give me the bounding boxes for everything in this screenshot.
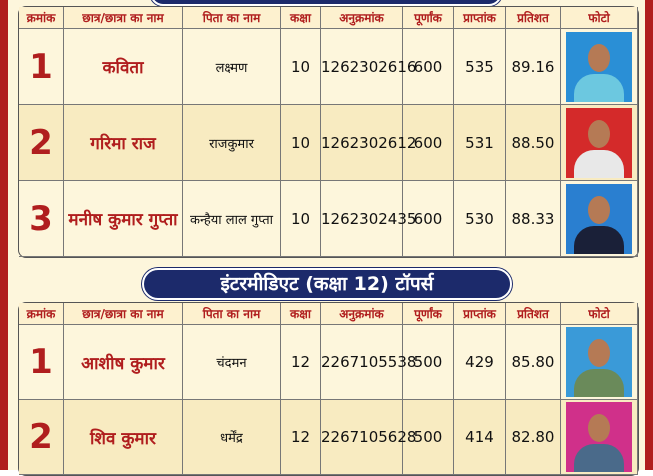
column-header: प्राप्तांक	[454, 303, 506, 325]
cell-roll: 2267105538	[321, 325, 416, 400]
cell-photo	[561, 29, 638, 105]
column-header: पूर्णांक	[403, 7, 454, 29]
cell-roll: 1262302616	[321, 29, 416, 105]
table-row: 2 गरिमा राज राजकुमार 10 1262302612 600 531 88.5…	[19, 105, 638, 181]
cell-class: 12	[281, 400, 321, 475]
column-header: पूर्णांक	[403, 303, 454, 325]
cell-obtained: 414	[454, 400, 506, 475]
student-photo	[566, 31, 632, 102]
cell-percent: 88.50	[506, 105, 561, 181]
cell-rank: 1	[19, 325, 64, 400]
column-header: कक्षा	[281, 7, 321, 29]
table-row: 1 आशीष कुमार चंदमन 12 2267105538 500 429 85.80	[19, 325, 638, 400]
cell-name: आशीष कुमार	[64, 325, 183, 400]
class12-toppers-table: क्रमांक छात्र/छात्रा का नाम पिता का नाम कक्…	[18, 302, 639, 476]
cell-class: 10	[281, 29, 321, 105]
cell-roll: 1262302435	[321, 181, 416, 257]
class10-toppers-table: क्रमांक छात्र/छात्रा का नाम पिता का नाम कक्…	[18, 6, 639, 258]
cell-obtained: 531	[454, 105, 506, 181]
cell-max: 500	[403, 325, 454, 400]
cell-photo	[561, 325, 638, 400]
student-photo	[566, 402, 632, 472]
cell-max: 600	[403, 181, 454, 257]
student-photo	[566, 183, 632, 254]
cell-class: 10	[281, 105, 321, 181]
header-row: क्रमांक छात्र/छात्रा का नाम पिता का नाम कक्…	[19, 7, 638, 29]
column-header: छात्र/छात्रा का नाम	[64, 7, 183, 29]
cell-rank: 2	[19, 400, 64, 475]
column-header: फोटो	[561, 7, 638, 29]
cell-max: 600	[403, 105, 454, 181]
cell-name: शिव कुमार	[64, 400, 183, 475]
cell-name: मनीष कुमार गुप्ता	[64, 181, 183, 257]
cell-obtained: 535	[454, 29, 506, 105]
cell-class: 10	[281, 181, 321, 257]
cell-name: कविता	[64, 29, 183, 105]
cell-obtained: 429	[454, 325, 506, 400]
cell-obtained: 530	[454, 181, 506, 257]
cell-father: लक्ष्मण	[183, 29, 281, 105]
column-header: पिता का नाम	[183, 303, 281, 325]
cell-max: 500	[403, 400, 454, 475]
cell-father: राजकुमार	[183, 105, 281, 181]
cell-father: कन्हैया लाल गुप्ता	[183, 181, 281, 257]
cell-percent: 85.80	[506, 325, 561, 400]
cell-roll: 1262302612	[321, 105, 416, 181]
column-header: प्रतिशत	[506, 7, 561, 29]
cell-max: 600	[403, 29, 454, 105]
column-header: फोटो	[561, 303, 638, 325]
cell-father: धर्मेंद्र	[183, 400, 281, 475]
student-photo	[566, 327, 632, 397]
column-header: छात्र/छात्रा का नाम	[64, 303, 183, 325]
cell-class: 12	[281, 325, 321, 400]
cell-rank: 1	[19, 29, 64, 105]
cell-father: चंदमन	[183, 325, 281, 400]
cell-rank: 3	[19, 181, 64, 257]
cell-photo	[561, 105, 638, 181]
cell-percent: 82.80	[506, 400, 561, 475]
column-header: क्रमांक	[19, 303, 64, 325]
cell-photo	[561, 181, 638, 257]
column-header: अनुक्रमांक	[321, 303, 403, 325]
cell-rank: 2	[19, 105, 64, 181]
column-header: प्रतिशत	[506, 303, 561, 325]
table-row: 2 शिव कुमार धर्मेंद्र 12 2267105628 500 414 82.…	[19, 400, 638, 475]
cell-photo	[561, 400, 638, 475]
cell-name: गरिमा राज	[64, 105, 183, 181]
column-header: अनुक्रमांक	[321, 7, 403, 29]
section2-banner: इंटरमीडिएट (कक्षा 12) टॉपर्स	[142, 268, 512, 300]
cell-roll: 2267105628	[321, 400, 416, 475]
cell-percent: 88.33	[506, 181, 561, 257]
column-header: प्राप्तांक	[454, 7, 506, 29]
student-photo	[566, 107, 632, 178]
column-header: पिता का नाम	[183, 7, 281, 29]
table-row: 1 कविता लक्ष्मण 10 1262302616 600 535 89.16	[19, 29, 638, 105]
column-header: कक्षा	[281, 303, 321, 325]
column-header: क्रमांक	[19, 7, 64, 29]
header-row: क्रमांक छात्र/छात्रा का नाम पिता का नाम कक्…	[19, 303, 638, 325]
cell-percent: 89.16	[506, 29, 561, 105]
table-row: 3 मनीष कुमार गुप्ता कन्हैया लाल गुप्ता 10 12…	[19, 181, 638, 257]
